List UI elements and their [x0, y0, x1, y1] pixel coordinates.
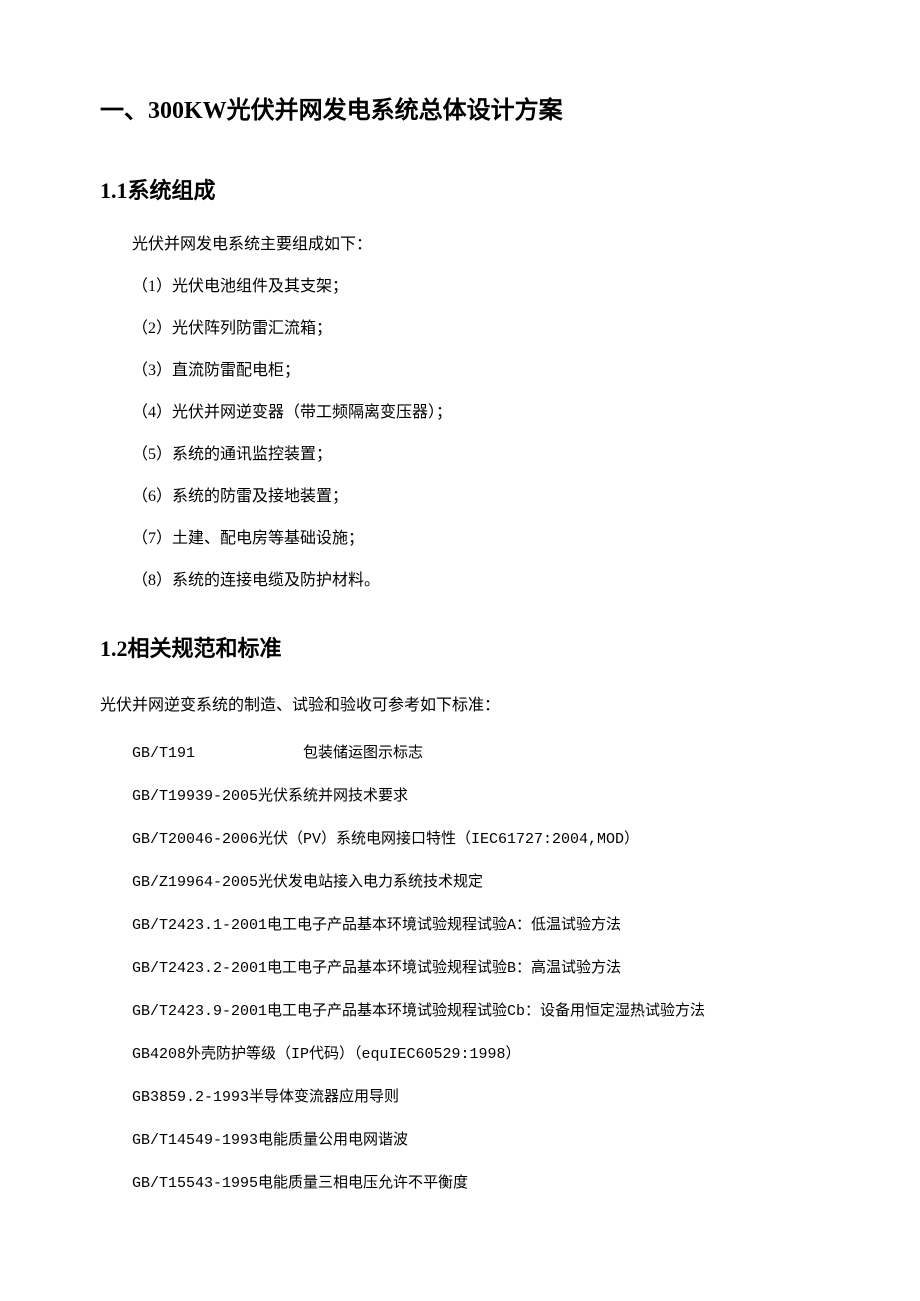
standard-item: GB/T191 包装储运图示标志 [100, 741, 820, 762]
section-2-intro: 光伏并网逆变系统的制造、试验和验收可参考如下标准： [100, 691, 820, 715]
list-item: （8）系统的连接电缆及防护材料。 [100, 569, 820, 593]
section-1-intro: 光伏并网发电系统主要组成如下： [100, 233, 820, 257]
document-title: 一、300KW光伏并网发电系统总体设计方案 [100, 90, 820, 125]
standard-item: GB/T15543-1995电能质量三相电压允许不平衡度 [100, 1171, 820, 1192]
standard-item: GB/T19939-2005光伏系统并网技术要求 [100, 784, 820, 805]
list-item: （4）光伏并网逆变器（带工频隔离变压器）； [100, 401, 820, 425]
standard-item: GB/T2423.1-2001电工电子产品基本环境试验规程试验A：低温试验方法 [100, 913, 820, 934]
section-1-heading: 1.1系统组成 [100, 173, 820, 205]
section-2-heading: 1.2相关规范和标准 [100, 631, 820, 663]
standard-item: GB/Z19964-2005光伏发电站接入电力系统技术规定 [100, 870, 820, 891]
list-item: （6）系统的防雷及接地装置； [100, 485, 820, 509]
list-item: （7）土建、配电房等基础设施； [100, 527, 820, 551]
document-page: 一、300KW光伏并网发电系统总体设计方案 1.1系统组成 光伏并网发电系统主要… [0, 0, 920, 1294]
list-item: （2）光伏阵列防雷汇流箱； [100, 317, 820, 341]
standard-item: GB/T2423.9-2001电工电子产品基本环境试验规程试验Cb：设备用恒定湿… [100, 999, 820, 1020]
list-item: （1）光伏电池组件及其支架； [100, 275, 820, 299]
standard-item: GB/T2423.2-2001电工电子产品基本环境试验规程试验B：高温试验方法 [100, 956, 820, 977]
standard-item: GB4208外壳防护等级（IP代码）（equIEC60529:1998） [100, 1042, 820, 1063]
list-item: （3）直流防雷配电柜； [100, 359, 820, 383]
standard-item: GB/T14549-1993电能质量公用电网谐波 [100, 1128, 820, 1149]
standard-item: GB/T20046-2006光伏（PV）系统电网接口特性（IEC61727:20… [100, 827, 820, 848]
list-item: （5）系统的通讯监控装置； [100, 443, 820, 467]
standard-item: GB3859.2-1993半导体变流器应用导则 [100, 1085, 820, 1106]
